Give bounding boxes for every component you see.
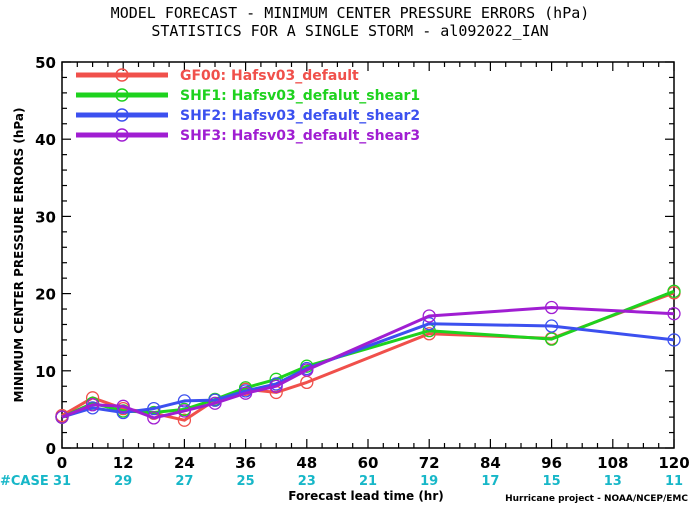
legend-marker	[115, 68, 129, 82]
case-count: 17	[481, 474, 499, 489]
case-count: 25	[237, 474, 255, 489]
case-count: 15	[543, 474, 561, 489]
x-tick-label: 24	[174, 454, 195, 472]
data-point	[269, 379, 283, 393]
x-tick-label: 96	[541, 454, 562, 472]
case-counts: 31 29 27 25 23 21 19 17 15 13 11	[53, 474, 683, 489]
credit: Hurricane project - NOAA/NCEP/EMC	[505, 494, 688, 504]
data-point	[422, 317, 436, 331]
case-count: 21	[359, 474, 377, 489]
case-count: 31	[53, 474, 71, 489]
chart-title: MODEL FORECAST - MINIMUM CENTER PRESSURE…	[111, 4, 590, 22]
y-tick-label: 20	[35, 286, 56, 304]
series-line	[61, 291, 675, 422]
legend-marker	[115, 88, 129, 102]
y-axis-label: MINIMUM CENTER PRESSURE ERRORS (hPa)	[12, 108, 26, 403]
x-axis: 0 12 24 36 48 60 72 84 96 108 120	[57, 62, 690, 472]
data-point	[544, 300, 559, 315]
y-tick-label: 40	[35, 131, 56, 149]
x-tick-label: 48	[296, 454, 317, 472]
data-point	[177, 413, 192, 427]
x-tick-label: 108	[597, 454, 628, 472]
legend-item: SHF2: Hafsv03_default_shear2	[76, 108, 420, 124]
x-tick-label: 84	[480, 454, 501, 472]
data-point	[85, 398, 100, 412]
series-group	[55, 284, 681, 427]
x-axis-label: Forecast lead time (hr)	[288, 489, 444, 503]
data-point	[544, 332, 559, 346]
legend-item: SHF3: Hafsv03_default_shear3	[76, 128, 420, 144]
legend-label: SHF2: Hafsv03_default_shear2	[180, 108, 420, 124]
case-count: 29	[114, 474, 132, 489]
series-3	[55, 317, 681, 424]
data-point	[667, 333, 681, 347]
series-line	[61, 322, 675, 419]
series-4	[55, 300, 681, 425]
legend-label: SHF1: Hafsv03_defalut_shear1	[180, 88, 420, 104]
case-count: 13	[604, 474, 622, 489]
data-point	[667, 307, 681, 321]
legend-label: GF00: Hafsv03_default	[180, 68, 359, 84]
legend-label: SHF3: Hafsv03_default_shear3	[180, 128, 420, 144]
data-point	[667, 284, 681, 298]
x-tick-label: 36	[235, 454, 256, 472]
data-point	[422, 309, 436, 323]
data-point	[177, 394, 192, 408]
y-tick-label: 0	[46, 440, 56, 458]
case-count: 27	[175, 474, 193, 489]
x-tick-label: 60	[358, 454, 379, 472]
data-point	[116, 399, 130, 413]
data-point	[544, 319, 559, 333]
legend-marker	[115, 128, 129, 142]
data-point	[300, 363, 314, 377]
data-point	[208, 396, 222, 410]
case-count: 11	[665, 474, 683, 489]
data-point	[55, 410, 69, 424]
x-tick-label: 0	[57, 454, 67, 472]
legend-item: SHF1: Hafsv03_defalut_shear1	[76, 88, 420, 104]
legend: GF00: Hafsv03_default SHF1: Hafsv03_defal…	[76, 68, 420, 144]
series-line	[61, 306, 675, 420]
data-point	[147, 401, 161, 416]
x-tick-label: 72	[419, 454, 440, 472]
y-tick-label: 50	[35, 54, 56, 72]
y-tick-label: 10	[35, 363, 56, 381]
data-point	[147, 411, 161, 425]
chart-subtitle: STATISTICS FOR A SINGLE STORM - al092022…	[151, 22, 548, 40]
y-tick-label: 30	[35, 208, 56, 226]
data-point	[177, 404, 192, 418]
series-2	[55, 284, 681, 424]
x-tick-label: 120	[658, 454, 689, 472]
x-tick-label: 12	[113, 454, 134, 472]
legend-marker	[115, 108, 129, 122]
case-count: 19	[420, 474, 438, 489]
legend-item: GF00: Hafsv03_default	[76, 68, 359, 84]
case-label: #CASE	[0, 474, 49, 489]
data-point	[238, 386, 253, 400]
case-count: 23	[298, 474, 316, 489]
